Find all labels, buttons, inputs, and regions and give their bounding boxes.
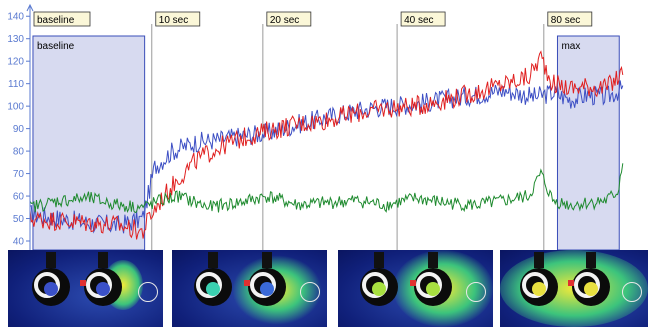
event-label: baseline bbox=[37, 15, 75, 26]
series-line-2 bbox=[29, 163, 624, 214]
y-tick-label: 60 bbox=[13, 192, 25, 203]
y-tick-label: 130 bbox=[7, 34, 24, 45]
y-tick-label: 120 bbox=[7, 57, 24, 68]
event-box-4 bbox=[547, 11, 593, 27]
y-tick-label: 100 bbox=[7, 102, 24, 113]
y-tick-label: 90 bbox=[13, 124, 25, 135]
thumbnail-baseline bbox=[8, 250, 163, 327]
event-box-3 bbox=[400, 11, 446, 27]
event-label: 80 sec bbox=[551, 15, 580, 26]
y-tick-label: 140 bbox=[7, 12, 24, 23]
series-line-1 bbox=[29, 50, 624, 240]
chart: baseline max baseline 10 sec 20 sec 40 sec 80… bbox=[7, 3, 624, 250]
event-label: 40 sec bbox=[404, 15, 433, 26]
window-1 bbox=[556, 35, 620, 250]
event-markers: baseline 10 sec 20 sec 40 sec 80 sec bbox=[33, 11, 593, 250]
y-tick-label: 80 bbox=[13, 147, 25, 158]
window-label: baseline bbox=[37, 41, 75, 52]
event-box-1 bbox=[155, 11, 201, 27]
y-tick-label: 70 bbox=[13, 169, 25, 180]
event-label: 20 sec bbox=[270, 15, 299, 26]
y-tick-label: 40 bbox=[13, 237, 25, 248]
event-label: 10 sec bbox=[159, 15, 188, 26]
event-box-0 bbox=[33, 11, 91, 27]
y-axis: 40 50 60 70 80 90 100 110 120 130 140 bbox=[7, 3, 34, 250]
event-box-2 bbox=[266, 11, 312, 27]
series-lines bbox=[29, 50, 624, 240]
y-tick-label: 50 bbox=[13, 214, 25, 225]
window-label: max bbox=[561, 41, 580, 52]
thumbnail-80-sec bbox=[500, 250, 648, 327]
thumbnail-20-sec bbox=[172, 250, 327, 327]
y-tick-label: 110 bbox=[8, 79, 24, 90]
y-axis-arrow bbox=[26, 3, 34, 12]
thumbnail-40-sec bbox=[338, 250, 493, 327]
